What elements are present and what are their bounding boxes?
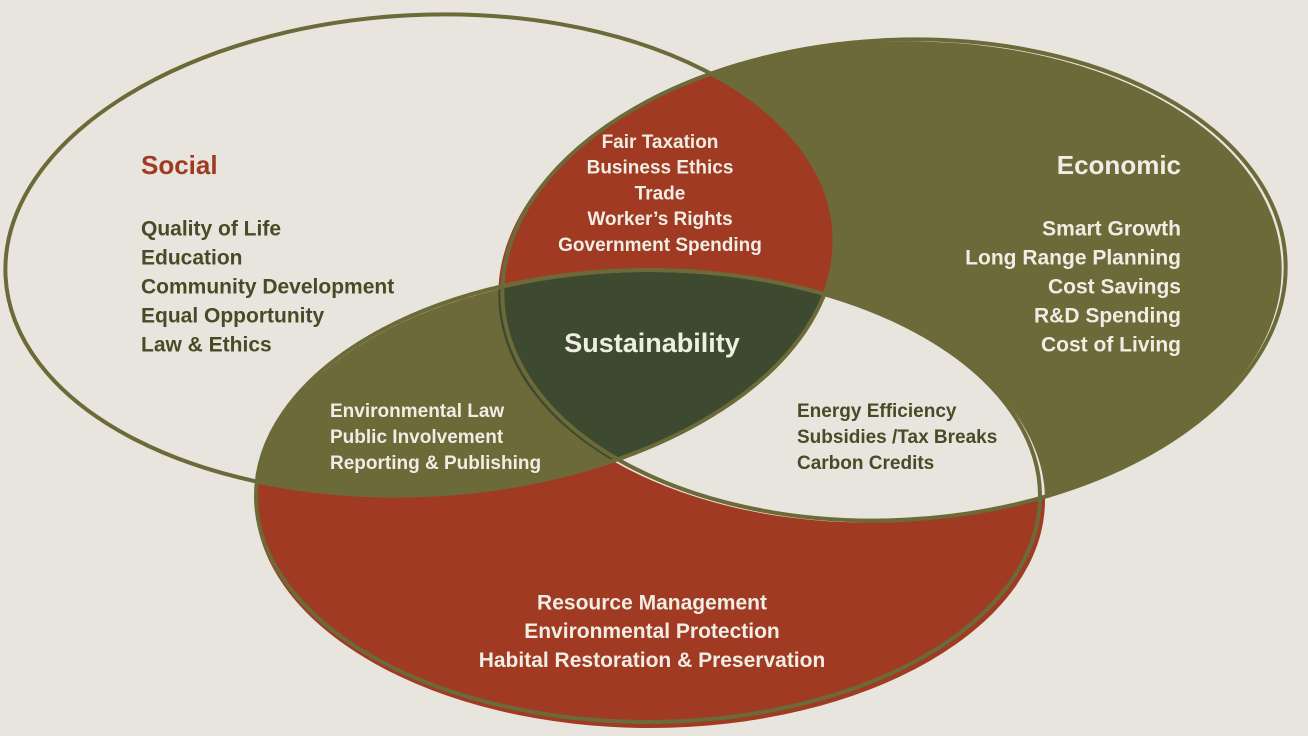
environmental-item: Resource Management (537, 592, 767, 615)
social-item: Law & Ethics (141, 334, 272, 357)
economic-item: Long Range Planning (965, 247, 1181, 270)
social-environmental-item: Environmental Law (330, 401, 504, 422)
social-outline (3, 12, 837, 498)
environmental-outline (254, 268, 1042, 724)
environmental-item: Habital Restoration & Preservation (479, 649, 826, 672)
economic-environmental-item: Subsidies /Tax Breaks (797, 427, 997, 448)
social-economic-item: Business Ethics (587, 158, 734, 179)
social-economic-item: Government Spending (558, 235, 762, 256)
social-environmental-item: Reporting & Publishing (330, 453, 541, 474)
economic-environmental-item: Energy Efficiency (797, 401, 957, 422)
social-economic-item: Trade (635, 183, 686, 204)
social-title: Social (141, 150, 218, 180)
economic-item: R&D Spending (1034, 305, 1181, 328)
environmental-item: Environmental Protection (524, 620, 780, 643)
social-item: Education (141, 247, 243, 270)
economic-item: Cost Savings (1048, 276, 1181, 299)
economic-outline (500, 37, 1288, 523)
economic-environmental-item: Carbon Credits (797, 453, 934, 474)
social-item: Quality of Life (141, 218, 281, 241)
social-environmental-item: Public Involvement (330, 427, 504, 448)
economic-item: Cost of Living (1041, 334, 1181, 357)
social-item: Community Development (141, 276, 394, 299)
center-label: Sustainability (564, 328, 740, 358)
economic-title: Economic (1057, 150, 1181, 180)
economic-item: Smart Growth (1042, 218, 1181, 241)
social-item: Equal Opportunity (141, 305, 324, 328)
social-economic-item: Worker’s Rights (587, 209, 732, 230)
social-economic-item: Fair Taxation (602, 132, 719, 153)
